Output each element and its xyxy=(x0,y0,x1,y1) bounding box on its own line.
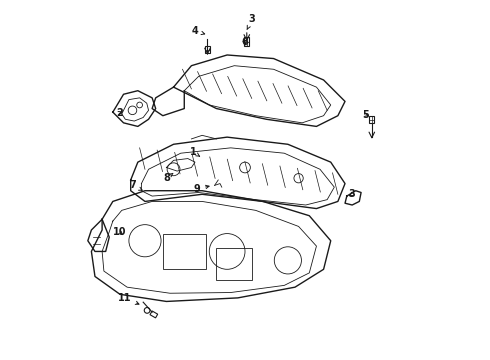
Text: 4: 4 xyxy=(192,26,205,36)
Bar xyxy=(205,46,210,53)
Text: 11: 11 xyxy=(118,293,139,304)
Text: 6: 6 xyxy=(242,37,248,48)
Text: 2: 2 xyxy=(116,108,122,118)
Text: 3: 3 xyxy=(247,14,255,30)
Bar xyxy=(245,37,249,46)
Bar xyxy=(369,116,374,123)
Text: 7: 7 xyxy=(129,180,142,190)
Text: 3: 3 xyxy=(349,189,356,199)
Text: 8: 8 xyxy=(163,173,173,183)
Text: 9: 9 xyxy=(194,184,209,194)
Text: 10: 10 xyxy=(113,227,126,237)
Bar xyxy=(163,234,206,269)
Bar xyxy=(217,248,252,280)
Text: 5: 5 xyxy=(363,110,369,120)
Text: 1: 1 xyxy=(190,147,199,157)
Bar xyxy=(150,311,158,318)
